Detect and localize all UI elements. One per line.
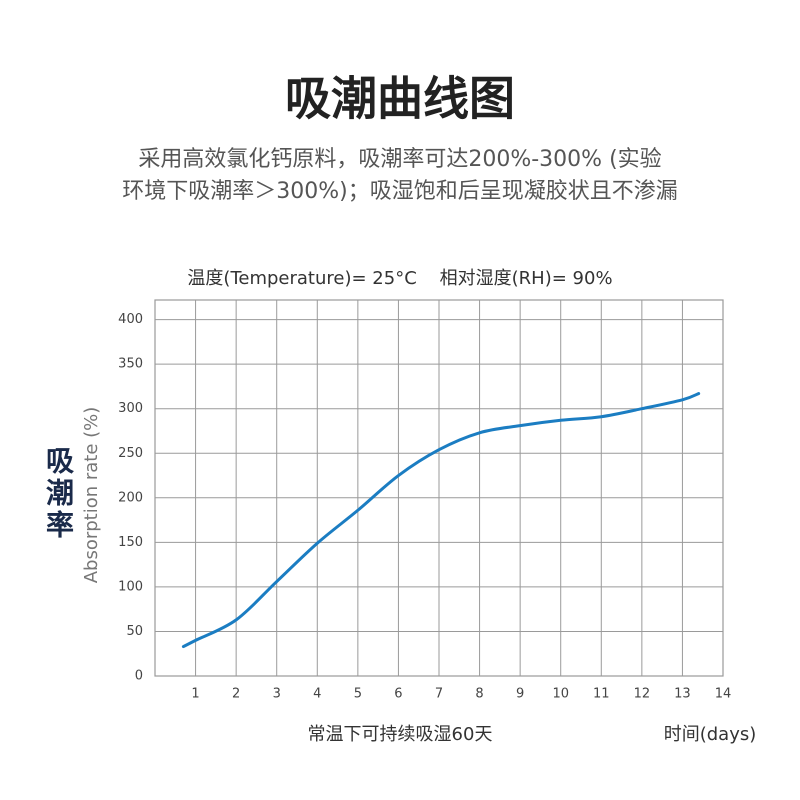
y-tick-label: 200 bbox=[118, 490, 143, 505]
x-tick-label: 1 bbox=[191, 687, 199, 702]
x-tick-label: 8 bbox=[475, 687, 483, 702]
caption: 常温下可持续吸湿60天 bbox=[308, 724, 493, 745]
x-tick-label: 7 bbox=[435, 687, 443, 702]
x-tick-label: 13 bbox=[674, 687, 691, 702]
y-tick-label: 150 bbox=[118, 535, 143, 550]
y-tick-label: 400 bbox=[118, 312, 143, 327]
y-tick-label: 50 bbox=[126, 624, 143, 639]
y-axis-label-cn: 吸潮率 bbox=[42, 446, 75, 542]
x-tick-label: 6 bbox=[394, 687, 402, 702]
subtitle: 环境下吸潮率＞300%)；吸湿饱和后呈现凝胶状且不渗漏 bbox=[122, 179, 677, 204]
y-tick-label: 300 bbox=[118, 401, 143, 416]
y-tick-label: 250 bbox=[118, 446, 143, 461]
y-tick-label: 350 bbox=[118, 357, 143, 372]
x-tick-label: 10 bbox=[552, 687, 569, 702]
x-tick-label: 2 bbox=[232, 687, 240, 702]
x-tick-label: 11 bbox=[593, 687, 610, 702]
x-tick-label: 12 bbox=[634, 687, 651, 702]
x-tick-label: 9 bbox=[516, 687, 524, 702]
chart-title: 吸潮曲线图 bbox=[285, 72, 515, 126]
annotation: 温度(Temperature)= 25°C 相对湿度(RH)= 90% bbox=[187, 268, 612, 289]
x-tick-label: 4 bbox=[313, 687, 321, 702]
x-axis-label: 时间(days) bbox=[664, 724, 757, 745]
subtitle: 采用高效氯化钙原料，吸潮率可达200%-300% (实验 bbox=[138, 147, 661, 172]
x-tick-label: 3 bbox=[273, 687, 281, 702]
y-tick-label: 100 bbox=[118, 579, 143, 594]
y-tick-label: 0 bbox=[135, 669, 143, 684]
y-axis-label: Absorption rate (%) bbox=[81, 407, 102, 584]
x-tick-label: 5 bbox=[354, 687, 362, 702]
x-tick-label: 14 bbox=[715, 687, 732, 702]
line-series bbox=[181, 392, 701, 649]
